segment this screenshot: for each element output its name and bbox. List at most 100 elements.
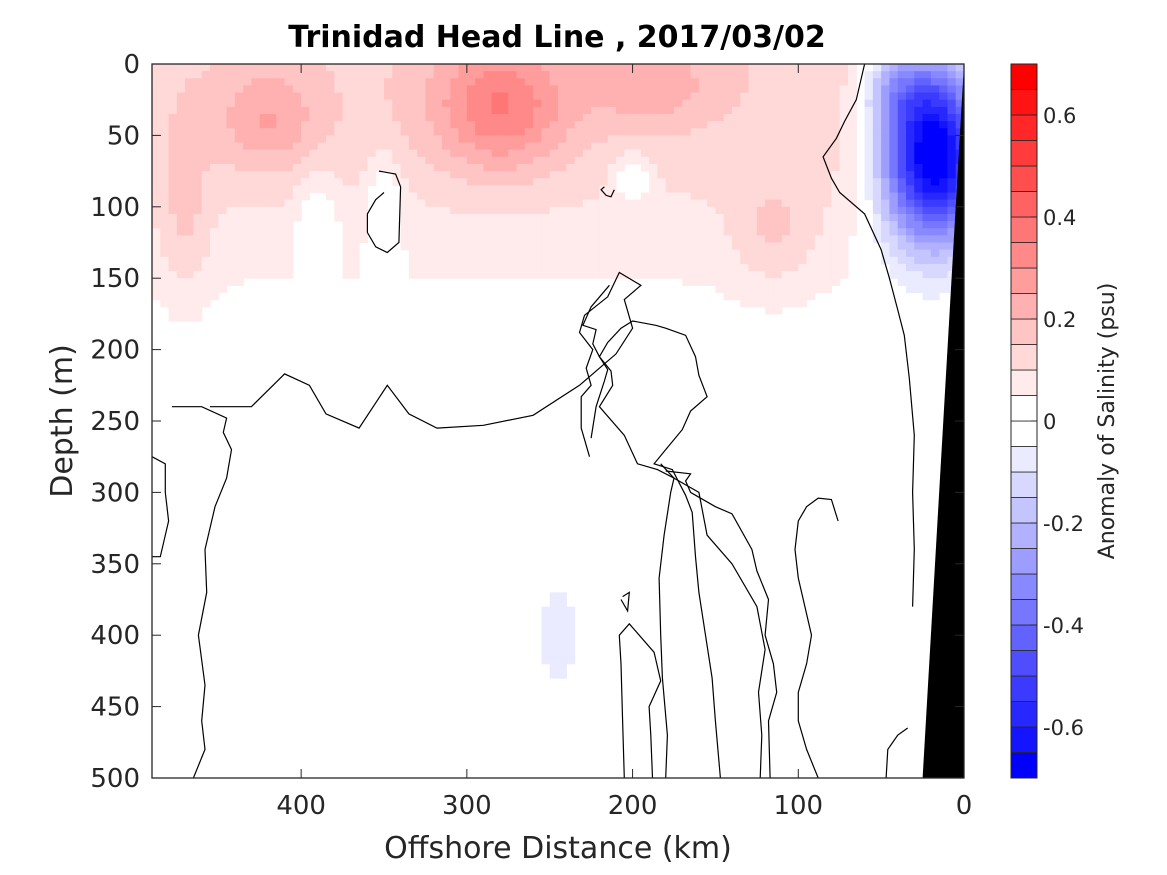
contour-cell — [698, 213, 708, 222]
contour-cell — [823, 249, 833, 258]
contour-cell — [483, 106, 493, 115]
contour-cell — [276, 263, 286, 272]
contour-cell — [317, 113, 327, 122]
contour-cell — [740, 263, 750, 272]
x-tick-label: 0 — [956, 791, 973, 821]
contour-cell — [765, 163, 775, 172]
contour-cell — [839, 106, 849, 115]
contour-cell — [649, 221, 659, 229]
contour-cell — [814, 99, 824, 108]
contour-cell — [442, 121, 451, 129]
contour-cell — [939, 85, 949, 94]
contour-cell — [690, 249, 700, 258]
contour-cell — [740, 92, 750, 101]
contour-cell — [375, 64, 385, 72]
contour-cell — [765, 249, 775, 258]
contour-cell — [806, 228, 816, 236]
contour-cell — [574, 85, 584, 94]
contour-cell — [425, 121, 435, 129]
contour-cell — [599, 185, 609, 194]
contour-cell — [160, 171, 170, 179]
contour-cell — [715, 228, 725, 236]
contour-cell — [558, 185, 567, 194]
contour-cell — [632, 121, 642, 129]
contour-cell — [450, 263, 460, 272]
contour-cell — [317, 78, 327, 87]
contour-cell — [185, 271, 195, 279]
contour-cell — [326, 192, 335, 201]
contour-cell — [226, 242, 236, 251]
contour-cell — [889, 99, 899, 108]
contour-cell — [218, 163, 228, 172]
contour-cell — [624, 235, 634, 244]
contour-cell — [533, 142, 543, 151]
contour-cell — [400, 228, 410, 236]
contour-cell — [160, 263, 170, 272]
contour-cell — [682, 249, 692, 258]
colorbar-bin — [1010, 267, 1038, 294]
contour-cell — [533, 263, 543, 272]
contour-cell — [814, 171, 824, 179]
contour-cell — [491, 256, 501, 265]
contour-cell — [309, 113, 319, 122]
contour-cell — [458, 256, 468, 265]
contour-cell — [616, 135, 625, 144]
contour-cell — [955, 106, 964, 115]
contour-cell — [674, 271, 683, 279]
contour-cell — [408, 163, 418, 172]
contour-cell — [591, 199, 601, 208]
contour-cell — [541, 178, 551, 186]
contour-cell — [889, 249, 899, 258]
contour-cell — [251, 213, 261, 222]
contour-cell — [450, 99, 460, 108]
contour-cell — [243, 221, 253, 229]
contour-cell — [599, 228, 609, 236]
contour-cell — [185, 278, 195, 286]
contour-cell — [516, 256, 526, 265]
contour-cell — [533, 242, 543, 251]
contour-cell — [375, 128, 385, 136]
contour-cell — [707, 121, 717, 129]
contour-cell — [185, 299, 195, 308]
contour-cell — [259, 135, 269, 144]
contour-cell — [831, 278, 841, 286]
contour-cell — [508, 206, 518, 215]
contour-cell — [508, 213, 518, 222]
contour-cell — [574, 249, 584, 258]
contour-cell — [334, 213, 344, 222]
contour-cell — [798, 271, 808, 279]
contour-cell — [790, 142, 799, 151]
contour-cell — [168, 128, 178, 136]
contour-cell — [599, 113, 609, 122]
contour-cell — [715, 171, 725, 179]
contour-cell — [442, 156, 451, 165]
contour-cell — [160, 278, 170, 286]
contour-cell — [259, 64, 269, 72]
contour-cell — [914, 106, 924, 115]
contour-cell — [500, 106, 509, 115]
contour-cell — [740, 85, 750, 94]
contour-cell — [251, 235, 261, 244]
contour-cell — [707, 242, 717, 251]
contour-cell — [674, 192, 683, 201]
contour-cell — [889, 213, 899, 222]
contour-cell — [210, 113, 219, 122]
contour-cell — [599, 163, 609, 172]
contour-cell — [864, 163, 874, 172]
contour-cell — [193, 292, 203, 301]
contour-cell — [508, 263, 518, 272]
contour-cell — [748, 213, 758, 222]
contour-cell — [839, 185, 849, 194]
contour-cell — [425, 249, 435, 258]
contour-cell — [168, 85, 178, 94]
contour-cell — [831, 221, 841, 229]
contour-cell — [558, 613, 567, 622]
contour-cell — [466, 92, 476, 101]
contour-cell — [549, 592, 559, 601]
contour-cell — [640, 78, 650, 87]
contour-cell — [185, 149, 195, 158]
contour-cell — [632, 64, 642, 72]
contour-cell — [806, 213, 816, 222]
contour-cell — [582, 256, 592, 265]
